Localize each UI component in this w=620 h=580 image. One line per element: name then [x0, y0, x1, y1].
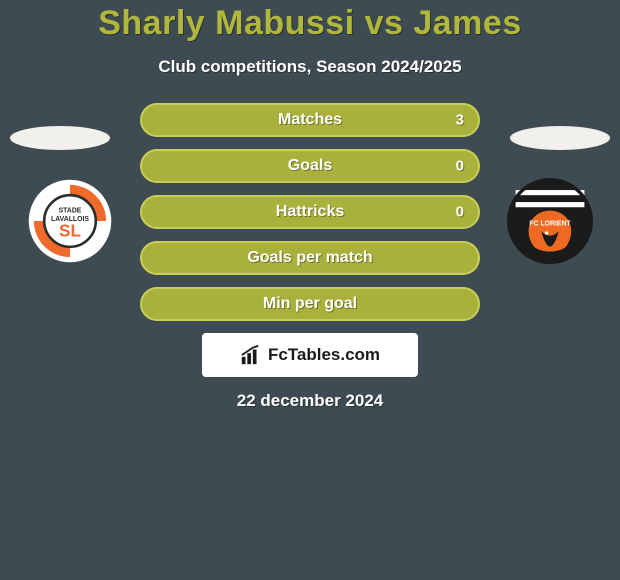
- stat-right-value: 0: [456, 204, 464, 221]
- stat-row-hattricks: Hattricks 0: [140, 195, 480, 229]
- stat-row-goals: Goals 0: [140, 149, 480, 183]
- club-logo-lorient-icon: FC LORIENT: [507, 178, 593, 264]
- stat-row-goals-per-match: Goals per match: [140, 241, 480, 275]
- watermark-text: FcTables.com: [268, 345, 380, 365]
- stat-row-matches: Matches 3: [140, 103, 480, 137]
- stat-label: Hattricks: [276, 203, 344, 221]
- player-left-silhouette: [10, 126, 110, 150]
- player-right-silhouette: [510, 126, 610, 150]
- club-badge-left: STADE LAVALLOIS SL: [27, 178, 113, 264]
- stat-label: Min per goal: [263, 295, 357, 313]
- stat-right-value: 0: [456, 158, 464, 175]
- svg-text:FC LORIENT: FC LORIENT: [529, 220, 571, 227]
- watermark: FcTables.com: [202, 333, 418, 377]
- stat-right-value: 3: [456, 112, 464, 129]
- club-badge-right: FC LORIENT: [507, 178, 593, 264]
- card-subtitle: Club competitions, Season 2024/2025: [0, 57, 620, 77]
- stat-rows: Matches 3 Goals 0 Hattricks 0 Goals per …: [140, 103, 480, 321]
- card-title: Sharly Mabussi vs James: [0, 4, 620, 43]
- stat-label: Goals: [288, 157, 332, 175]
- comparison-card: Sharly Mabussi vs James Club competition…: [0, 0, 620, 580]
- stat-label: Matches: [278, 111, 342, 129]
- stat-row-min-per-goal: Min per goal: [140, 287, 480, 321]
- svg-text:SL: SL: [59, 220, 81, 240]
- bar-chart-icon: [240, 344, 262, 366]
- club-logo-lavallois-icon: STADE LAVALLOIS SL: [27, 178, 113, 264]
- svg-text:STADE: STADE: [59, 207, 82, 214]
- stat-label: Goals per match: [247, 249, 372, 267]
- card-date: 22 december 2024: [0, 391, 620, 411]
